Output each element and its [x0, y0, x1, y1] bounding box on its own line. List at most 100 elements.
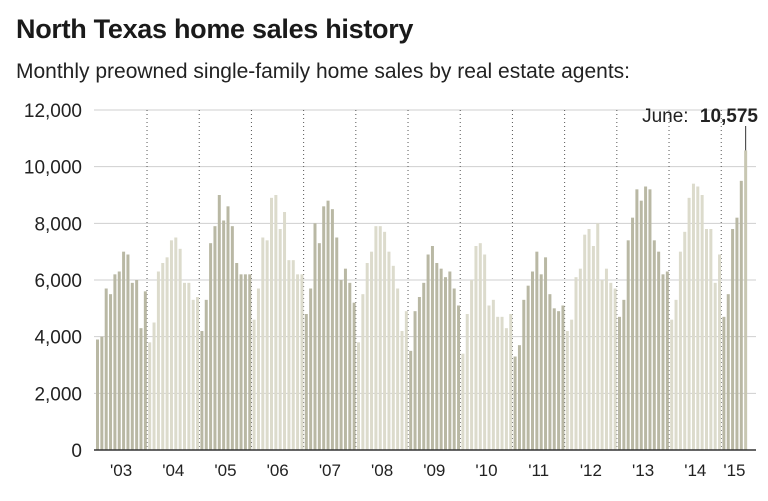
bar [691, 183, 695, 450]
bar [583, 234, 587, 450]
bar [718, 254, 722, 450]
bar [457, 305, 461, 450]
bar [444, 277, 447, 450]
bar [491, 299, 495, 450]
bar [156, 271, 160, 450]
bar [596, 223, 600, 450]
bar [143, 291, 147, 450]
bar [300, 274, 304, 450]
bar [678, 251, 682, 450]
bar [113, 274, 117, 450]
bar [609, 282, 613, 450]
bar [526, 285, 530, 450]
bar [204, 299, 208, 450]
bar [400, 331, 404, 450]
bar [396, 288, 400, 450]
bar [448, 271, 452, 450]
bar [548, 294, 552, 450]
x-tick-label: '07 [319, 461, 341, 480]
bar [509, 314, 513, 450]
bar [235, 263, 239, 450]
chart-subtitle: Monthly preowned single-family home sale… [16, 60, 630, 83]
bar [665, 271, 669, 450]
bar [274, 195, 278, 450]
bar [517, 345, 521, 450]
bar [330, 209, 334, 450]
y-axis: 0 2,000 4,000 6,000 8,000 10,000 12,000 [24, 101, 82, 462]
bar [474, 246, 478, 450]
bar [631, 217, 635, 450]
bar [313, 223, 317, 450]
bar [256, 288, 260, 450]
bar [187, 282, 191, 450]
bar [174, 237, 178, 450]
x-tick-label: '14 [684, 461, 706, 480]
bar [578, 268, 582, 450]
bar [426, 254, 430, 450]
bar [470, 280, 474, 450]
bar [335, 237, 339, 450]
x-tick-label: '15 [723, 461, 745, 480]
bar [109, 294, 113, 450]
bar [317, 243, 321, 450]
bar [296, 274, 300, 450]
bar [374, 226, 378, 450]
bar [422, 282, 426, 450]
bar [552, 308, 556, 450]
bar [561, 305, 565, 450]
bar [726, 294, 730, 450]
bar [304, 314, 308, 450]
bar [731, 229, 735, 450]
bar [648, 189, 652, 451]
bar [213, 226, 217, 450]
bar [557, 311, 561, 450]
bar [600, 280, 604, 450]
bar [500, 316, 504, 450]
bar [439, 268, 443, 450]
bar [435, 263, 439, 450]
bar [104, 288, 108, 450]
bar [178, 248, 182, 450]
bar [357, 342, 360, 450]
y-tick-label: 6,000 [34, 271, 82, 292]
bar [391, 265, 395, 450]
bar [370, 251, 374, 450]
bar [644, 186, 648, 450]
bar [126, 254, 130, 450]
bar [700, 195, 704, 450]
bar [152, 322, 156, 450]
y-tick-label: 0 [71, 441, 82, 462]
bar [591, 246, 595, 450]
chart-title: North Texas home sales history [16, 14, 414, 44]
bar [365, 263, 369, 450]
y-tick-label: 10,000 [24, 158, 82, 179]
bar [148, 342, 152, 450]
bar [478, 243, 482, 450]
y-tick-label: 4,000 [34, 328, 82, 349]
bar [278, 229, 282, 450]
bar [326, 200, 330, 450]
bar [465, 314, 469, 450]
annotation-label: June: [642, 106, 688, 127]
bar [461, 353, 465, 450]
bar [574, 277, 578, 450]
bar [161, 263, 165, 450]
bar [613, 288, 617, 450]
bar [452, 288, 456, 450]
bars-layer [96, 150, 748, 451]
bar [383, 231, 387, 450]
bar [226, 206, 230, 450]
x-tick-label: '10 [475, 461, 497, 480]
bar [387, 251, 391, 450]
x-tick-label: '11 [528, 461, 549, 480]
bar [531, 271, 534, 450]
bar [496, 316, 500, 450]
bar [670, 319, 674, 450]
bar [287, 260, 291, 450]
bar [348, 282, 352, 450]
bar [191, 299, 195, 450]
bar [687, 197, 691, 450]
bar [361, 294, 365, 450]
x-tick-label: '12 [580, 461, 602, 480]
bar [217, 195, 221, 450]
